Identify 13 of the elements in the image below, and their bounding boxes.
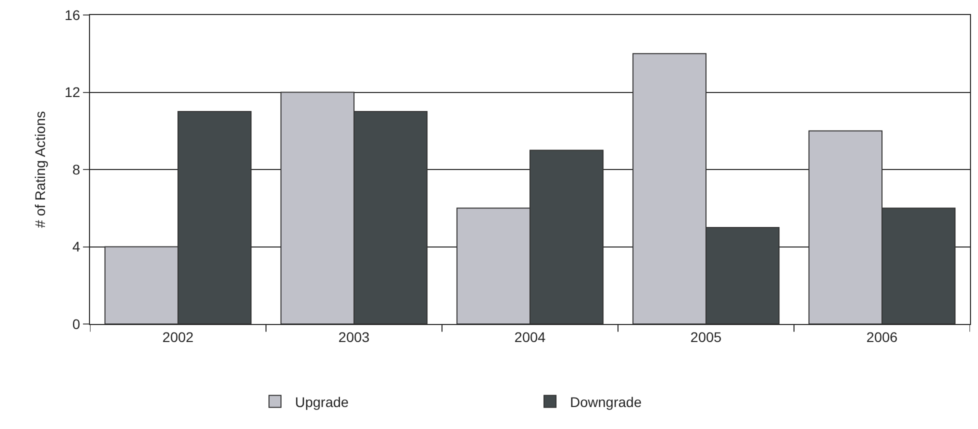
y-tick-label: 0	[72, 316, 80, 332]
y-tick-label: 12	[64, 84, 80, 100]
x-tick-label: 2002	[162, 328, 194, 345]
legend-label: Downgrade	[570, 394, 642, 410]
x-tick-label: 2004	[514, 328, 546, 345]
x-tick-label: 2003	[338, 328, 370, 345]
y-axis-title: # of Rating Actions	[32, 111, 48, 228]
y-tick-label: 16	[64, 6, 80, 23]
x-tick-label: 2006	[866, 328, 898, 345]
y-tick-label: 4	[72, 238, 80, 255]
x-tick-label: 2005	[690, 328, 722, 345]
y-tick-label: 8	[72, 161, 80, 178]
legend-label: Upgrade	[295, 394, 349, 410]
